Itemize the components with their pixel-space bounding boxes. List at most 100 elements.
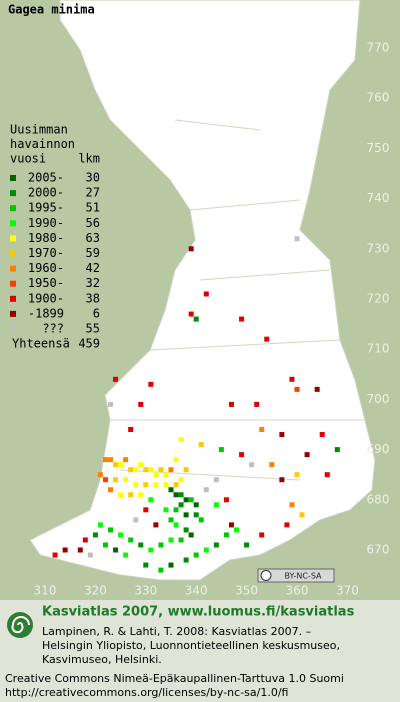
citation-line: Lampinen, R. & Lahti, T. 2008: Kasviatla…: [42, 625, 311, 638]
legend-swatch: [10, 190, 16, 197]
occurrence-square: [113, 547, 119, 553]
occurrence-square: [143, 507, 149, 513]
legend-title: havainnon: [10, 137, 75, 151]
occurrence-square: [82, 537, 88, 543]
occurrence-square: [168, 537, 174, 543]
occurrence-square: [198, 517, 204, 523]
map-title: Gagea minima: [8, 3, 95, 17]
x-tick-label: 360: [286, 584, 309, 598]
occurrence-square: [97, 522, 103, 528]
occurrence-square: [128, 467, 134, 473]
occurrence-square: [198, 442, 204, 448]
occurrence-square: [113, 462, 119, 468]
occurrence-square: [173, 522, 179, 528]
occurrence-square: [193, 512, 199, 518]
occurrence-square: [319, 432, 325, 438]
occurrence-square: [143, 482, 149, 488]
y-tick-label: 740: [367, 191, 390, 205]
occurrence-square: [138, 462, 144, 468]
occurrence-square: [193, 502, 199, 508]
axes: 670 680 690 700 710 720 730 740 750 760 770 310 320 3…: [34, 41, 390, 598]
legend-swatch: [10, 235, 16, 242]
citation-line: Kasvimuseo, Helsinki.: [42, 653, 162, 666]
occurrence-square: [158, 467, 164, 473]
x-tick-label: 370: [336, 584, 359, 598]
legend-total-value: 459: [78, 337, 100, 351]
occurrence-square: [173, 482, 179, 488]
x-tick-label: 310: [34, 584, 57, 598]
occurrence-square: [148, 497, 154, 503]
occurrence-square: [133, 467, 139, 473]
occurrence-square: [123, 552, 129, 558]
legend-count: 63: [86, 231, 100, 245]
occurrence-square: [193, 552, 199, 558]
occurrence-square: [279, 477, 285, 483]
legend-count: 27: [86, 186, 100, 200]
occurrence-square: [203, 487, 209, 493]
occurrence-square: [178, 502, 184, 508]
legend-swatch: [10, 250, 16, 257]
occurrence-square: [102, 542, 108, 548]
badge-text: BY-NC-SA: [284, 572, 322, 581]
occurrence-square: [133, 517, 139, 523]
occurrence-square: [148, 547, 154, 553]
occurrence-square: [102, 477, 108, 483]
y-tick-label: 710: [367, 342, 390, 356]
occurrence-square: [118, 492, 124, 498]
occurrence-square: [143, 562, 149, 568]
occurrence-square: [299, 512, 305, 518]
legend-count: 38: [86, 291, 100, 305]
occurrence-square: [218, 447, 224, 453]
legend-swatch: [10, 280, 16, 287]
occurrence-square: [168, 562, 174, 568]
occurrence-square: [113, 376, 119, 382]
occurrence-square: [188, 246, 194, 252]
legend-label: 1960-: [28, 261, 64, 275]
legend-count: 59: [86, 246, 100, 260]
legend-total-label: Yhteensä: [12, 337, 70, 351]
occurrence-square: [294, 236, 300, 242]
legend-label: 1950-: [28, 276, 64, 290]
occurrence-square: [228, 522, 234, 528]
occurrence-square: [249, 462, 255, 468]
occurrence-square: [183, 557, 189, 563]
occurrence-square: [148, 467, 154, 473]
occurrence-square: [294, 472, 300, 478]
occurrence-square: [168, 487, 174, 493]
occurrence-square: [163, 507, 169, 513]
occurrence-square: [269, 462, 275, 468]
occurrence-square: [173, 457, 179, 463]
occurrence-square: [153, 472, 159, 478]
x-tick-label: 350: [235, 584, 258, 598]
x-tick-label: 320: [84, 584, 107, 598]
occurrence-square: [148, 381, 154, 387]
occurrence-square: [334, 447, 340, 453]
occurrence-square: [178, 437, 184, 443]
y-tick-label: 700: [367, 392, 390, 406]
legend-swatch: [10, 326, 16, 332]
legend-swatch: [10, 205, 16, 212]
occurrence-square: [113, 477, 119, 483]
license-line: http://creativecommons.org/licenses/by-n…: [5, 686, 288, 699]
occurrence-square: [123, 477, 129, 483]
occurrence-square: [183, 512, 189, 518]
legend-title: vuosi: [10, 152, 46, 166]
finland-outline: [29, 0, 376, 581]
legend-swatch: [10, 310, 16, 317]
y-tick-label: 760: [367, 91, 390, 105]
occurrence-square: [92, 532, 98, 538]
y-tick-label: 680: [367, 492, 390, 506]
occurrence-square: [158, 542, 164, 548]
citation-line: Helsingin Yliopisto, Luonnontieteellinen…: [42, 639, 340, 652]
occurrence-square: [284, 522, 290, 528]
y-tick-label: 730: [367, 241, 390, 255]
legend-label: -1899: [28, 306, 64, 320]
occurrence-square: [188, 311, 194, 317]
occurrence-square: [108, 457, 114, 463]
occurrence-square: [223, 497, 229, 503]
legend-title: Uusimman: [10, 123, 68, 137]
occurrence-square: [314, 386, 320, 392]
occurrence-square: [213, 542, 219, 548]
